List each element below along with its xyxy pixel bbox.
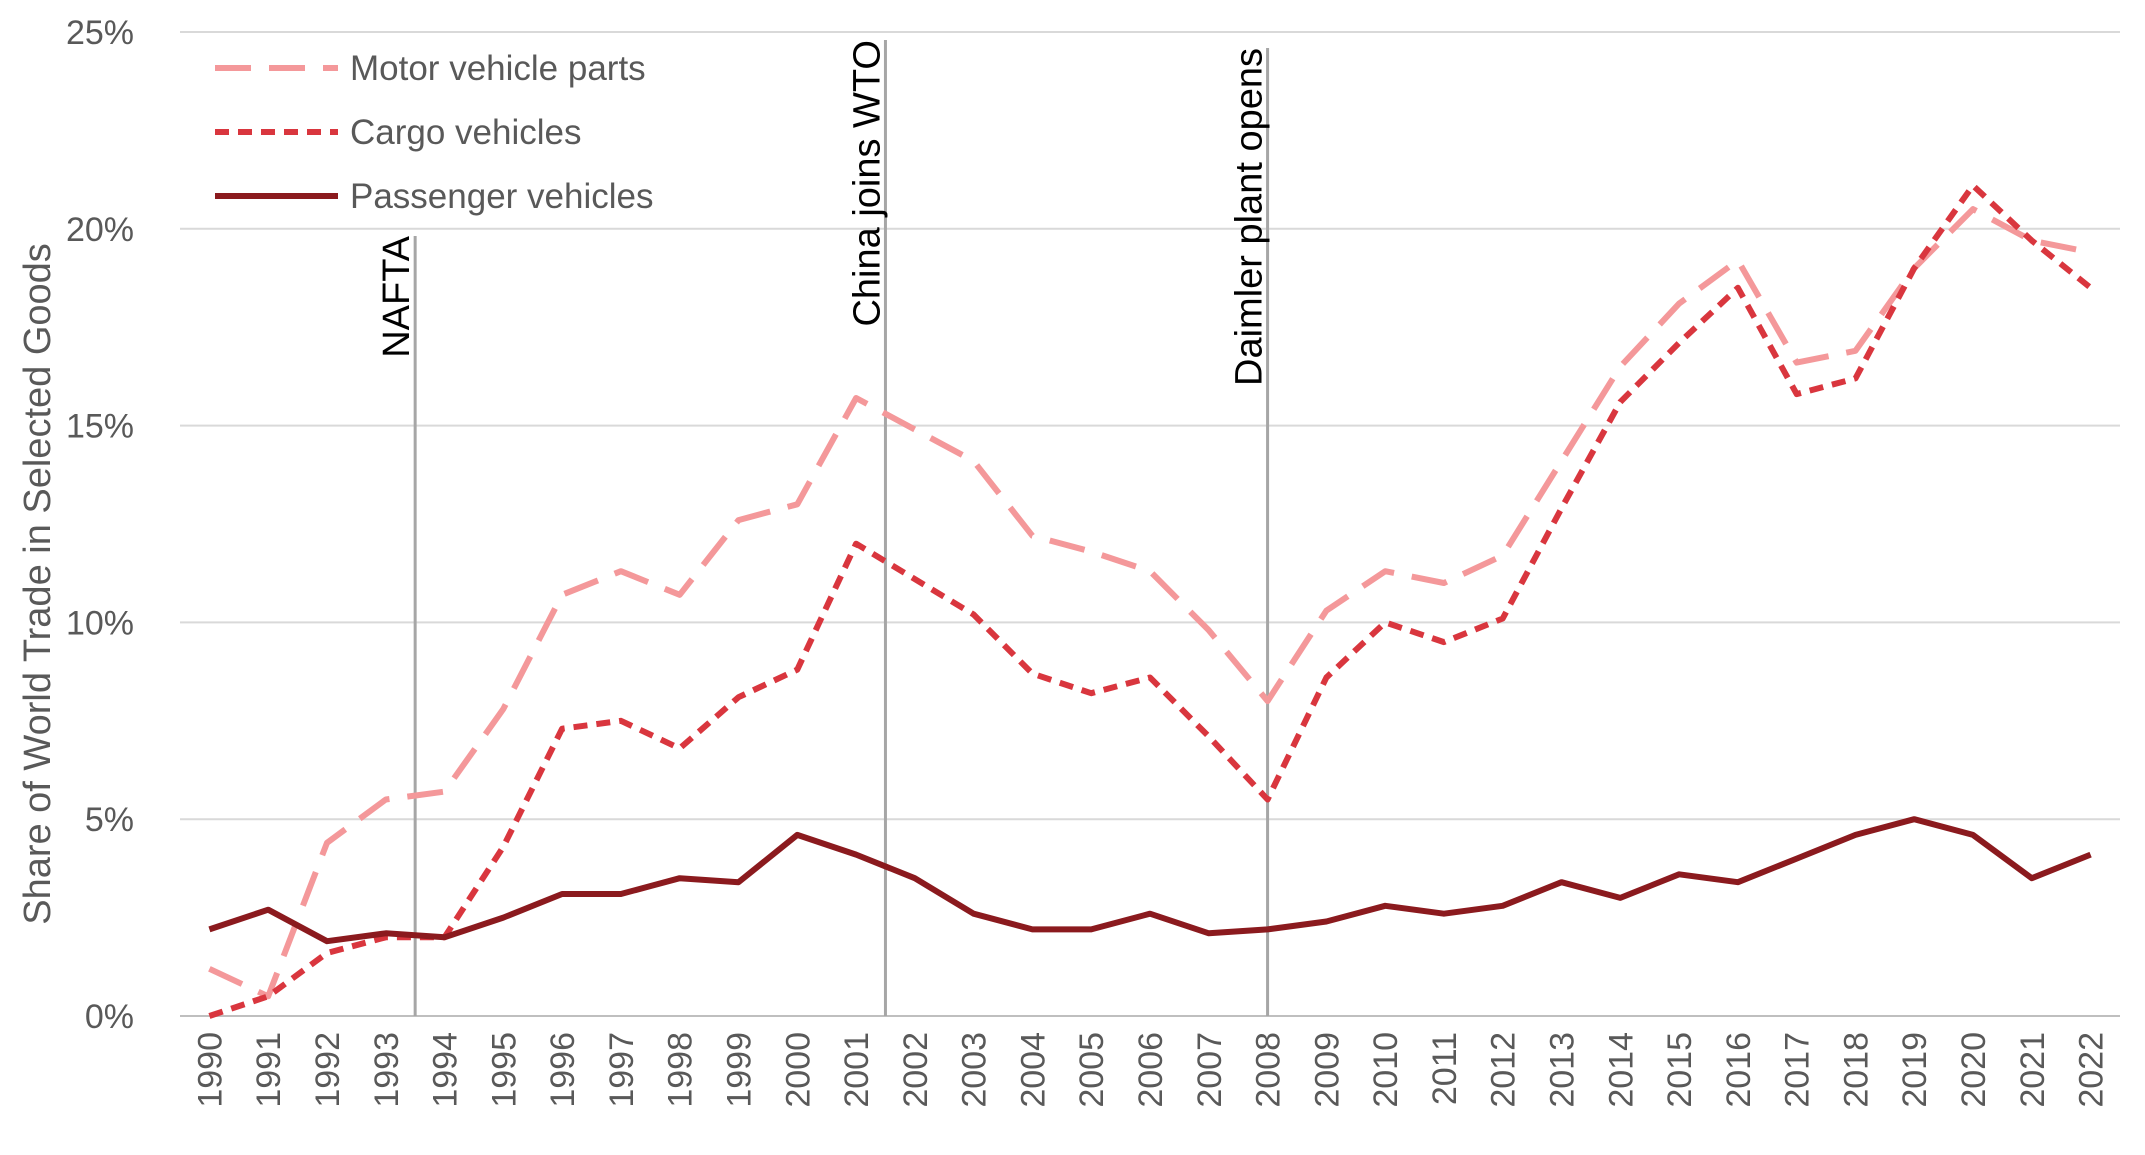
x-tick-label: 2010 [1367, 1032, 1405, 1108]
y-axis-ticks: 0% 5% 10% 15% 20% 25% [66, 14, 134, 1036]
x-tick-label: 1991 [250, 1032, 288, 1108]
x-tick-label: 2006 [1132, 1032, 1170, 1108]
x-tick-label: 2015 [1661, 1032, 1699, 1108]
y-tick-label: 10% [66, 604, 134, 642]
event-label: NAFTA [376, 235, 418, 357]
x-tick-label: 2016 [1720, 1032, 1758, 1108]
x-tick-label: 2018 [1837, 1032, 1875, 1108]
event-label: China joins WTO [846, 40, 888, 327]
legend-label: Cargo vehicles [350, 113, 582, 152]
x-tick-label: 2013 [1544, 1032, 1582, 1108]
series-line [208, 206, 2092, 1000]
x-tick-label: 2022 [2073, 1032, 2111, 1108]
x-tick-label: 1997 [603, 1032, 641, 1108]
y-tick-label: 15% [66, 408, 134, 446]
legend: Motor vehicle parts Cargo vehicles Passeng… [215, 49, 654, 216]
x-tick-label: 2005 [1073, 1032, 1111, 1108]
x-tick-label: 1996 [544, 1032, 582, 1108]
event-label: Daimler plant opens [1229, 48, 1271, 386]
legend-label: Motor vehicle parts [350, 49, 646, 88]
y-tick-label: 5% [85, 801, 134, 839]
x-tick-label: 2000 [779, 1032, 817, 1108]
x-tick-label: 2021 [2014, 1032, 2052, 1108]
x-tick-label: 2012 [1485, 1032, 1523, 1108]
series-line [208, 182, 2093, 1019]
x-tick-label: 1990 [191, 1032, 229, 1108]
x-tick-label: 2003 [956, 1032, 994, 1108]
x-axis-ticks: 1990 1991 1992 1993 1994 1995 1996 1997 1998 1999… [191, 1032, 2110, 1108]
y-axis-title: Share of World Trade in Selected Goods [17, 243, 59, 925]
series-line [208, 816, 2092, 945]
y-tick-label: 25% [66, 14, 134, 52]
y-tick-label: 0% [85, 998, 134, 1036]
x-tick-label: 2020 [1955, 1032, 1993, 1108]
x-tick-label: 1992 [309, 1032, 347, 1108]
series-layer [208, 182, 2093, 1019]
x-tick-label: 1998 [662, 1032, 700, 1108]
gridlines [180, 31, 2120, 821]
x-tick-label: 1995 [485, 1032, 523, 1108]
x-tick-label: 2008 [1250, 1032, 1288, 1108]
x-tick-label: 1999 [720, 1032, 758, 1108]
event-annotations: NAFTA China joins WTO Daimler plant opens [376, 40, 1271, 1016]
x-tick-label: 2019 [1896, 1032, 1934, 1108]
y-tick-label: 20% [66, 211, 134, 249]
x-tick-label: 2001 [838, 1032, 876, 1108]
x-tick-label: 2014 [1602, 1032, 1640, 1108]
x-tick-label: 1993 [368, 1032, 406, 1108]
x-tick-label: 2007 [1191, 1032, 1229, 1108]
x-tick-label: 2017 [1779, 1032, 1817, 1108]
x-tick-label: 1994 [427, 1032, 465, 1108]
x-tick-label: 2011 [1426, 1032, 1464, 1105]
legend-label: Passenger vehicles [350, 177, 654, 216]
x-tick-label: 2009 [1308, 1032, 1346, 1108]
x-tick-label: 2004 [1014, 1032, 1052, 1108]
x-tick-label: 2002 [897, 1032, 935, 1108]
